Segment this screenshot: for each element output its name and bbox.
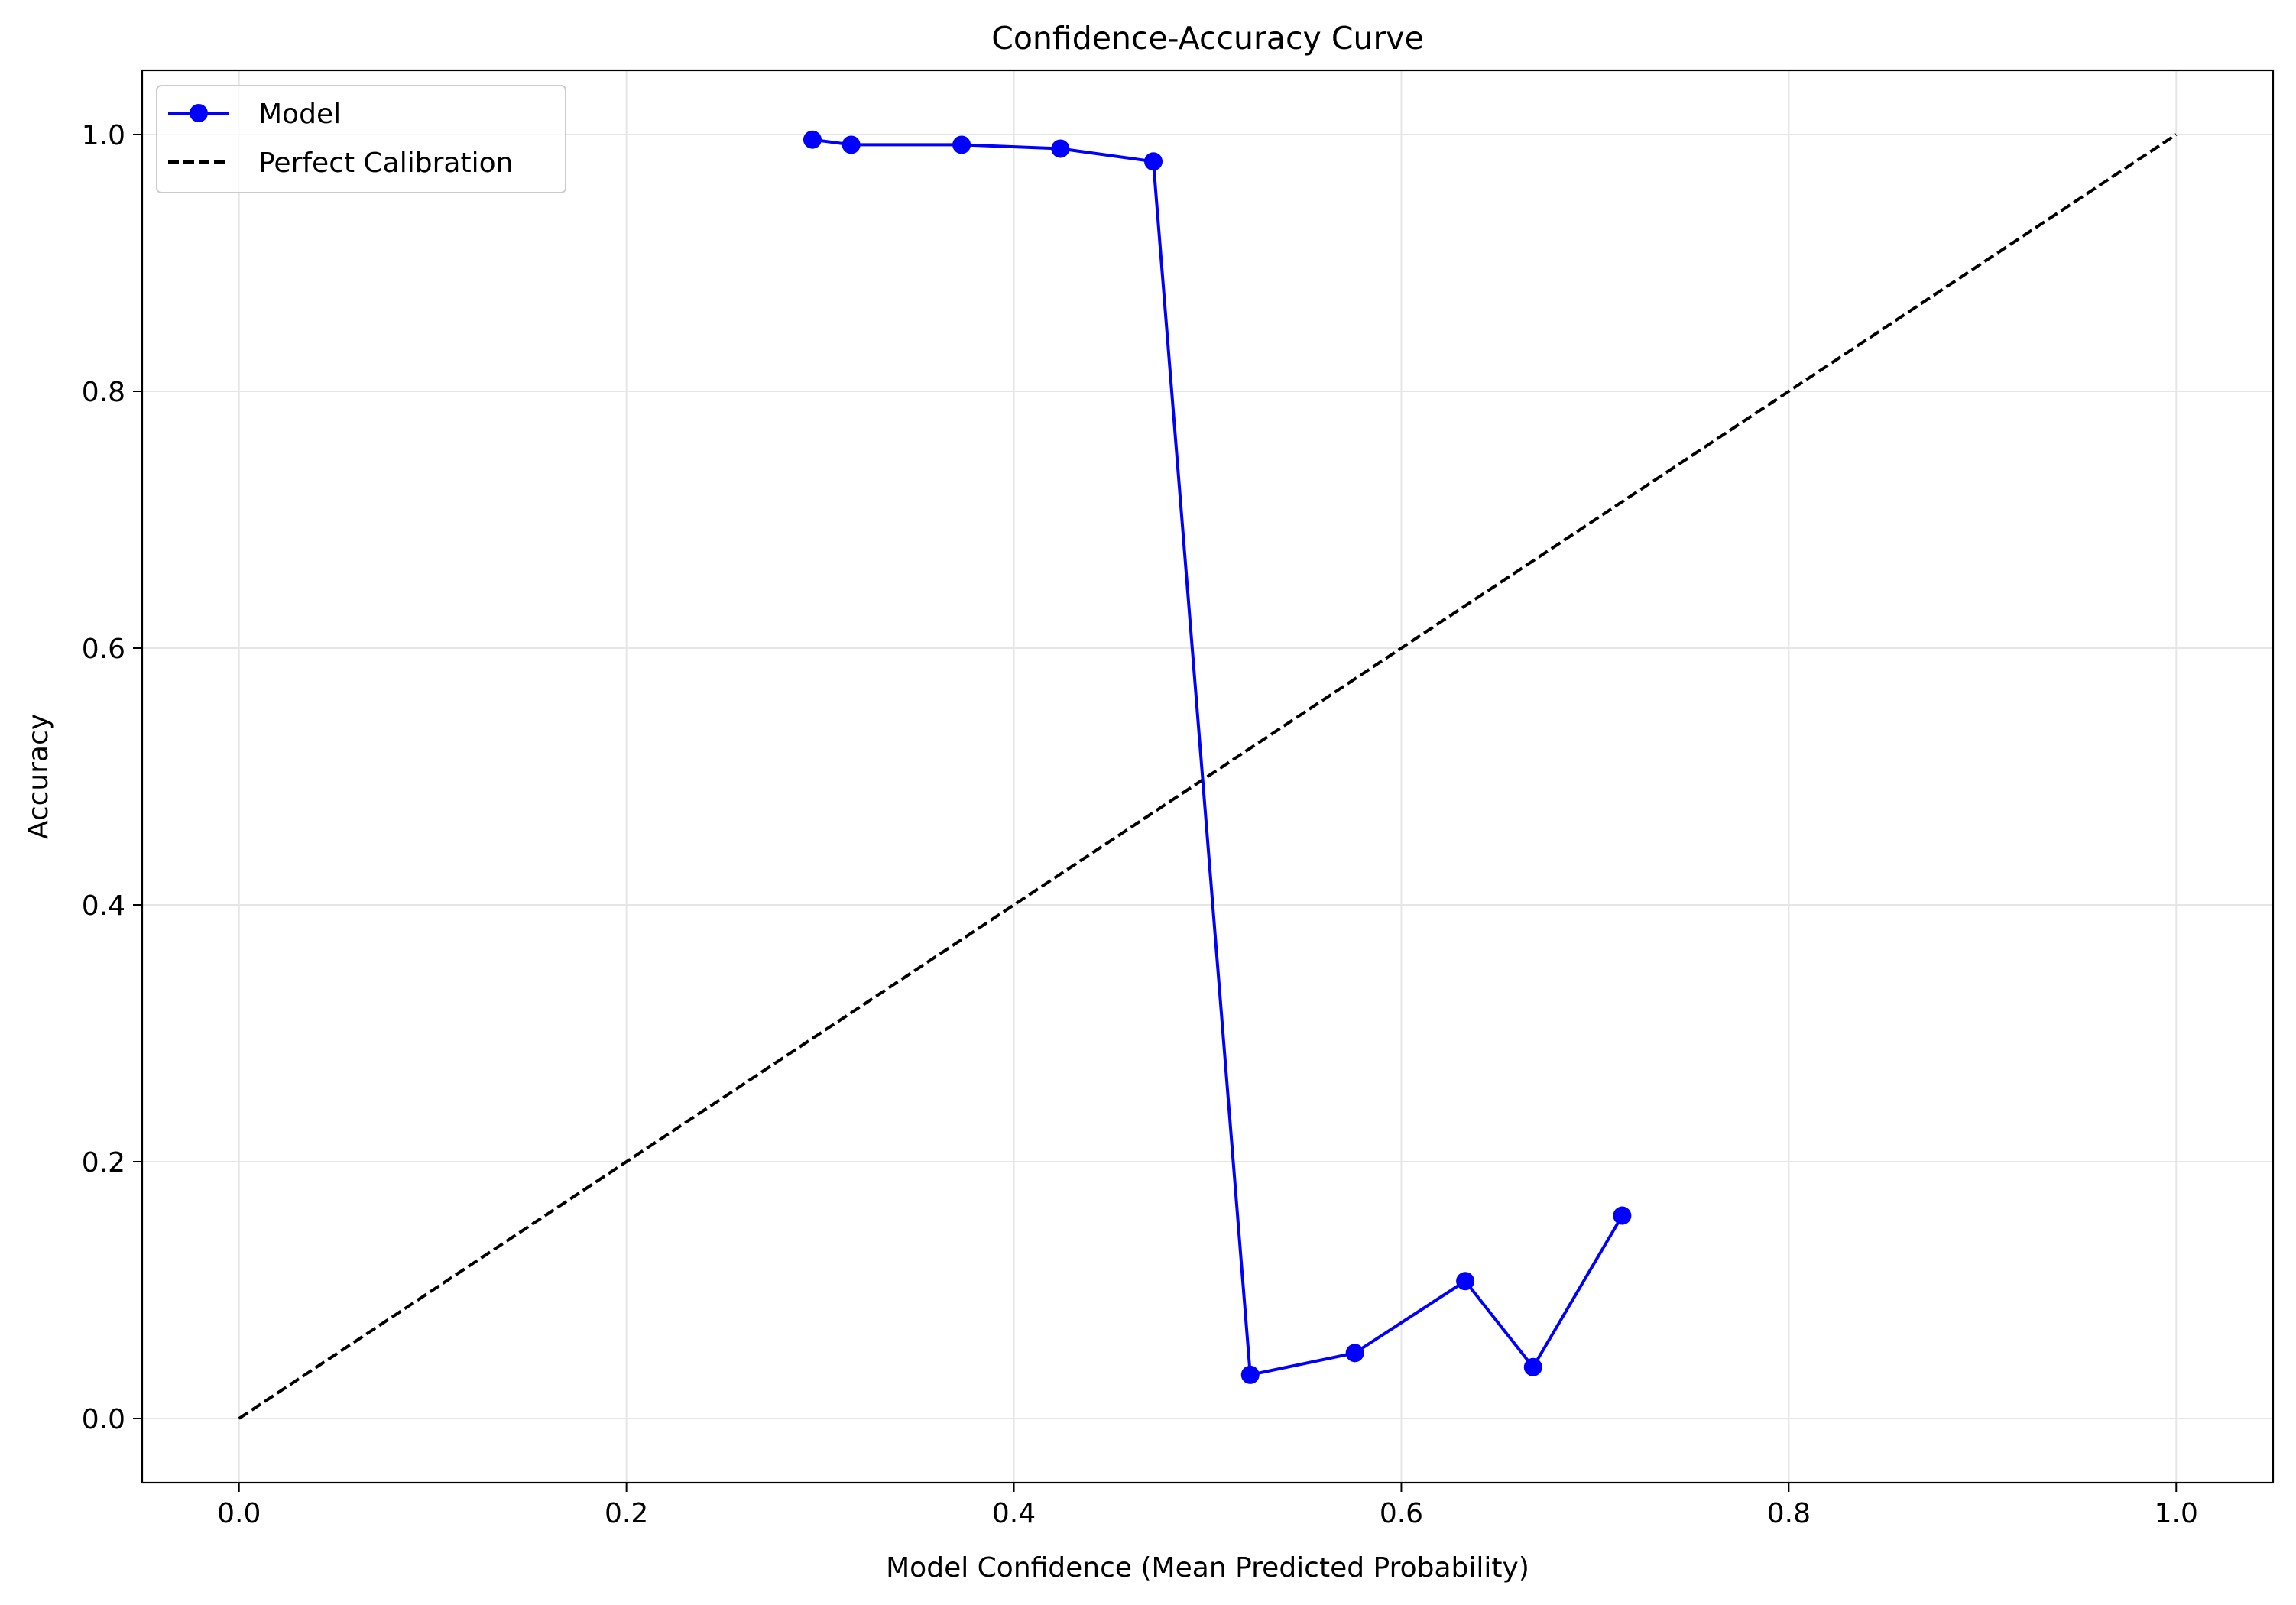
x-tick-label: 0.6 [1380,1498,1423,1529]
y-tick-label: 0.4 [82,890,125,922]
model-data-point [1240,1365,1260,1384]
model-data-point [1456,1272,1475,1291]
plot-series [238,130,2178,1420]
model-data-point [1144,152,1163,171]
perfect-calibration-line [238,133,2178,1420]
y-axis-label: Accuracy [23,714,54,839]
x-tick-label: 0.0 [217,1498,261,1529]
model-line [812,138,1624,1376]
model-data-point [1523,1357,1542,1376]
legend: Model Perfect Calibration [156,85,566,193]
plot-frame [141,69,2275,1484]
y-tick-label: 0.2 [82,1147,125,1179]
model-data-point [803,130,822,149]
x-tick-label: 0.8 [1767,1498,1811,1529]
axis-ticks: 0.0 0.2 0.4 0.6 0.8 1.0 0.0 0.2 0.4 0.6 0.8 1.0 [82,120,2198,1529]
y-tick-label: 0.0 [82,1404,125,1435]
x-axis-label: Model Confidence (Mean Predicted Probabi… [886,1552,1529,1584]
model-data-point [1051,139,1070,158]
model-data-point [952,135,971,154]
legend-model-marker [190,104,208,122]
y-tick-label: 0.6 [82,634,125,665]
model-data-point [1613,1206,1632,1225]
legend-model-label: Model [258,99,341,130]
x-tick-label: 1.0 [2155,1498,2198,1529]
x-tick-label: 0.4 [992,1498,1036,1529]
y-tick-label: 0.8 [82,377,125,408]
model-data-point [1345,1344,1364,1363]
chart-title: Confidence-Accuracy Curve [991,20,1424,57]
x-tick-label: 0.2 [605,1498,648,1529]
legend-box [156,85,566,193]
model-data-point [842,135,861,154]
legend-calibration-label: Perfect Calibration [258,148,513,179]
y-tick-label: 1.0 [82,120,125,151]
